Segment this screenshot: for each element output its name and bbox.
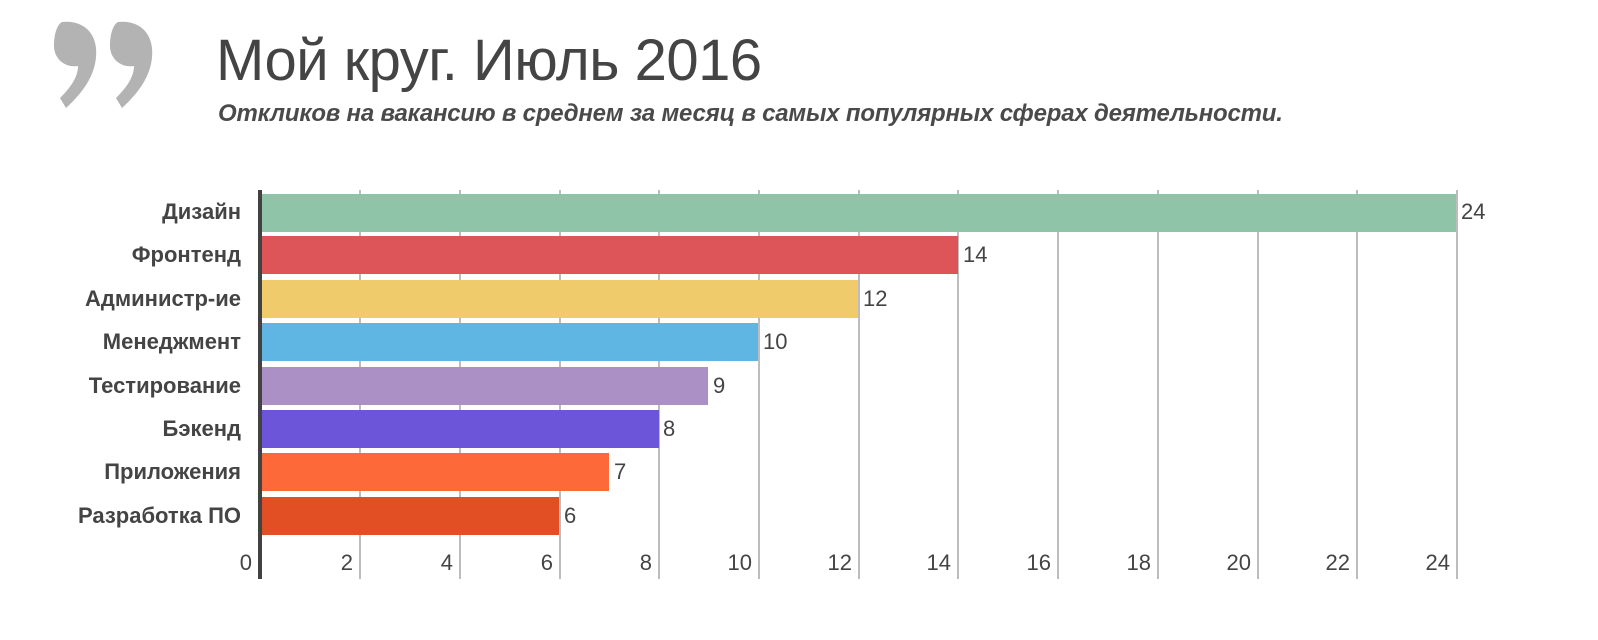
x-tick-label: 6 xyxy=(540,550,553,575)
category-label: Бэкенд xyxy=(162,416,241,441)
x-tick-label: 18 xyxy=(1126,550,1151,575)
y-axis-line xyxy=(258,190,262,579)
gridline xyxy=(1057,190,1059,579)
x-tick-label: 16 xyxy=(1026,550,1051,575)
value-label: 9 xyxy=(713,373,726,398)
x-tick-label: 12 xyxy=(827,550,852,575)
gridline xyxy=(1456,190,1458,579)
value-label: 24 xyxy=(1461,199,1486,224)
gridline xyxy=(858,190,860,579)
x-tick-label: 24 xyxy=(1425,550,1450,575)
category-label: Администр-ие xyxy=(85,286,241,311)
closing-quote-icon xyxy=(54,21,153,108)
value-label: 8 xyxy=(663,416,676,441)
bar-applications xyxy=(261,453,609,491)
category-label: Менеджмент xyxy=(102,329,241,354)
gridline xyxy=(1157,190,1159,579)
bar-testing xyxy=(261,367,708,405)
x-tick-label: 10 xyxy=(727,550,752,575)
value-label: 14 xyxy=(963,242,988,267)
x-tick-label: 4 xyxy=(440,550,453,575)
bar-frontend xyxy=(261,236,958,274)
page-title: Мой круг. Июль 2016 xyxy=(216,28,762,93)
gridline xyxy=(758,190,760,579)
value-label: 12 xyxy=(863,286,888,311)
x-tick-label: 0 xyxy=(239,550,252,575)
bar-management xyxy=(261,323,758,361)
category-label: Дизайн xyxy=(162,199,241,224)
x-tick-label: 22 xyxy=(1325,550,1350,575)
gridline xyxy=(1257,190,1259,579)
value-label: 6 xyxy=(564,503,577,528)
gridline xyxy=(1356,190,1358,579)
page-subtitle: Откликов на вакансию в среднем за месяц … xyxy=(218,100,1283,127)
bar-backend xyxy=(261,410,659,448)
value-label: 10 xyxy=(763,329,788,354)
category-label: Фронтенд xyxy=(131,242,241,267)
x-tick-label: 8 xyxy=(639,550,652,575)
bar-software-dev xyxy=(261,497,559,535)
category-label: Разработка ПО xyxy=(77,503,241,528)
x-tick-label: 2 xyxy=(340,550,353,575)
bar-design xyxy=(261,194,1456,232)
bar-administration xyxy=(261,280,858,318)
value-label: 7 xyxy=(614,459,627,484)
category-label: Тестирование xyxy=(88,373,241,398)
x-tick-label: 14 xyxy=(926,550,951,575)
gridline xyxy=(957,190,959,579)
x-tick-label: 20 xyxy=(1226,550,1251,575)
category-label: Приложения xyxy=(104,459,241,484)
